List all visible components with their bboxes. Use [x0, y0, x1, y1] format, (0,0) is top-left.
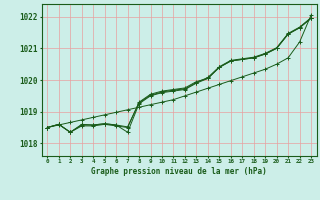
X-axis label: Graphe pression niveau de la mer (hPa): Graphe pression niveau de la mer (hPa): [91, 167, 267, 176]
